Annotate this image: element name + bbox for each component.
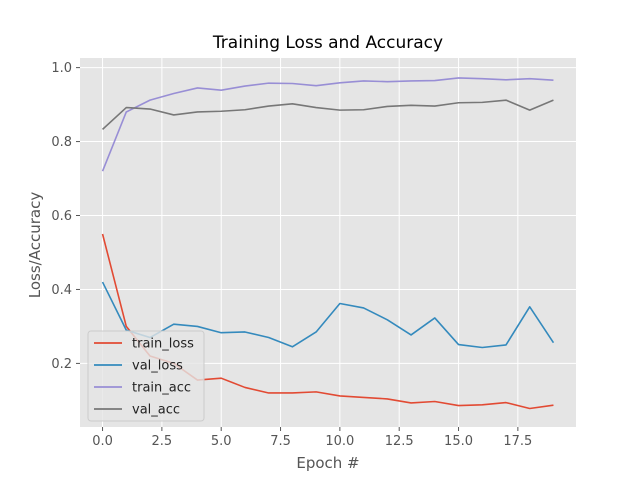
legend-label: val_acc: [132, 403, 180, 418]
axis-ticks: 0.0 2.5 5.0 7.5 10.0 12.5 15.0 17.5 0.2 0.4 0.6 0.8…: [51, 61, 532, 449]
legend: train_loss val_loss train_acc val_acc: [87, 330, 205, 422]
series-line-val-loss: [101, 281, 555, 349]
x-axis-label: Epoch #: [296, 454, 359, 472]
x-tick-label: 0.0: [92, 434, 113, 449]
x-tick-label: 12.5: [385, 434, 414, 449]
legend-label: val_loss: [132, 359, 183, 374]
y-axis-label: Loss/Accuracy: [26, 192, 44, 299]
series-line-train-acc: [101, 77, 554, 172]
x-tick-label: 2.5: [152, 434, 173, 449]
y-tick-label: 0.4: [51, 283, 72, 298]
x-tick-label: 17.5: [503, 434, 532, 449]
x-tick-label: 15.0: [444, 434, 473, 449]
x-tick-label: 7.5: [270, 434, 291, 449]
y-tick-label: 0.8: [51, 135, 72, 150]
y-tick-label: 0.6: [51, 209, 72, 224]
y-tick-label: 0.2: [51, 357, 72, 372]
x-tick-label: 10.0: [325, 434, 354, 449]
series-lines: [101, 77, 555, 410]
y-tick-label: 1.0: [51, 61, 72, 76]
legend-label: train_loss: [132, 337, 194, 352]
legend-box: [87, 330, 205, 422]
legend-label: train_acc: [132, 381, 191, 396]
series-line-val-acc: [102, 99, 554, 130]
x-tick-label: 5.0: [211, 434, 232, 449]
chart-title: Training Loss and Accuracy: [212, 33, 443, 53]
